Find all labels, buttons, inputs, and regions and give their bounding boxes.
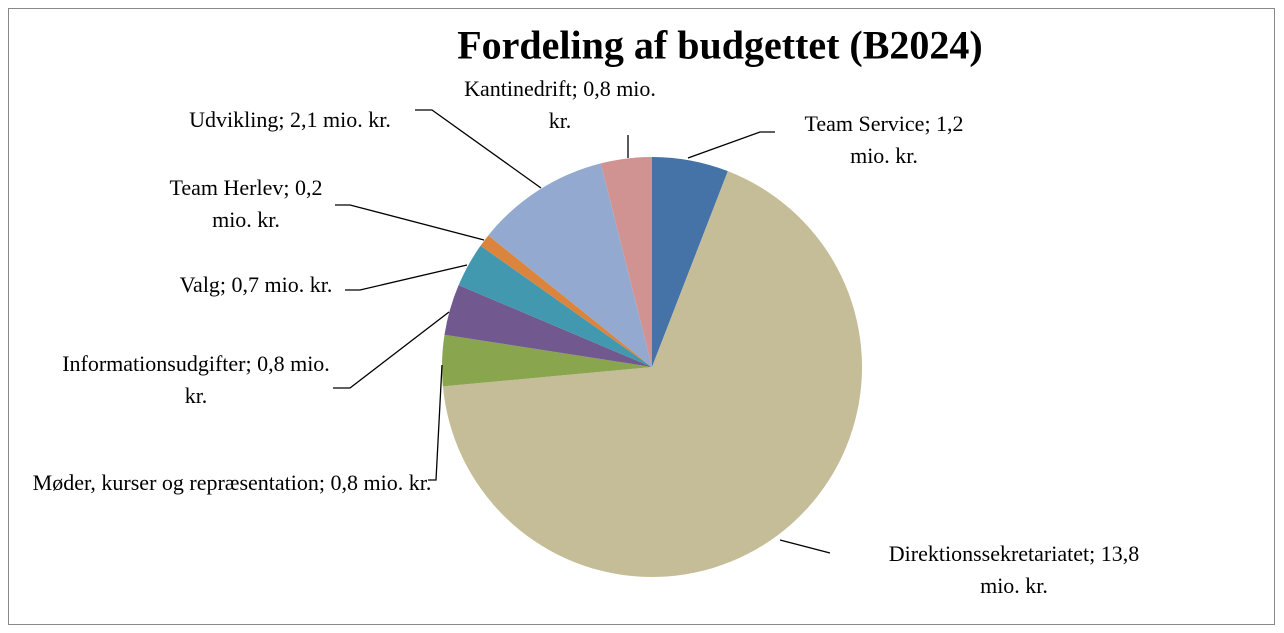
leader-line (335, 204, 485, 241)
pie-slice (441, 334, 652, 387)
leader-line (333, 311, 450, 389)
leader-line (779, 539, 831, 554)
pie-slice (480, 235, 652, 367)
pie-slice (652, 157, 728, 367)
leader-line (428, 364, 443, 481)
data-label: Direktionssekretariatet; 13,8 mio. kr. (888, 541, 1140, 598)
data-label: Kantinedrift; 0,8 mio. kr. (464, 76, 656, 133)
leader-line (345, 264, 468, 291)
pie-slice (488, 163, 652, 367)
pie-slice (600, 157, 652, 367)
data-label: Team Service; 1,2 mio. kr. (804, 111, 964, 168)
leader-line (415, 109, 542, 189)
data-label: Valg; 0,7 mio. kr. (179, 272, 333, 297)
pie-slice (444, 285, 652, 367)
chart-title: Fordeling af budgettet (B2024) (457, 22, 983, 68)
data-label: Udvikling; 2,1 mio. kr. (189, 107, 391, 132)
pie-slice (458, 245, 652, 367)
data-label: Møder, kurser og repræsentation; 0,8 mio… (32, 470, 432, 495)
leader-line (687, 131, 775, 159)
data-label: Team Herlev; 0,2 mio. kr. (169, 175, 323, 232)
data-label: Informationsudgifter; 0,8 mio. kr. (62, 351, 330, 408)
pie-slice (442, 171, 862, 577)
